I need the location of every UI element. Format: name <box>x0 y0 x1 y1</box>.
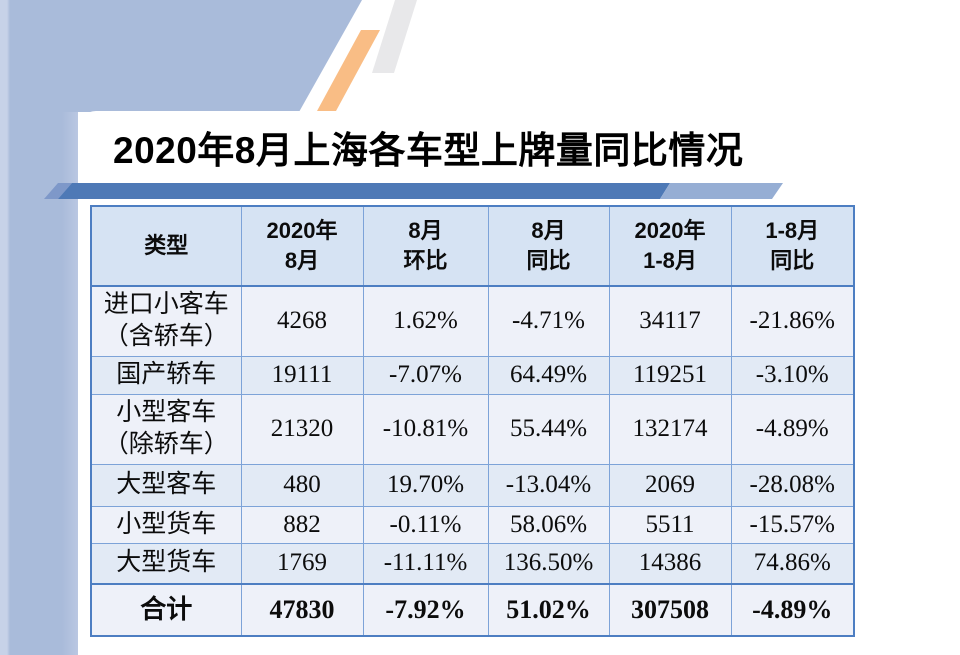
table-cell: 136.50% <box>487 542 610 585</box>
table-cell: 小型货车 <box>90 505 242 544</box>
title-card: 2020年8月上海各车型上牌量同比情况 <box>78 111 805 183</box>
table-cell: 132174 <box>608 393 732 465</box>
table-cell: 21320 <box>240 393 364 465</box>
table-cell: -11.11% <box>362 542 489 585</box>
table-cell: 14386 <box>608 542 732 585</box>
table-cell: -0.11% <box>362 505 489 544</box>
table-cell: 合计 <box>90 583 242 637</box>
left-sidebar <box>0 112 78 655</box>
header-cell-aug-yoy: 8月 同比 <box>487 205 610 287</box>
table-cell: 1769 <box>240 542 364 585</box>
page-title: 2020年8月上海各车型上牌量同比情况 <box>113 130 744 171</box>
table-cell: -10.81% <box>362 393 489 465</box>
table-cell: 大型货车 <box>90 542 242 585</box>
table-cell: 51.02% <box>487 583 610 637</box>
table-cell: 480 <box>240 463 364 507</box>
table-cell: 进口小客车 （含轿车） <box>90 285 242 357</box>
table-cell: -21.86% <box>730 285 855 357</box>
table-cell: -13.04% <box>487 463 610 507</box>
table-row-imported-minibus: 进口小客车 （含轿车） 4268 1.62% -4.71% 34117 -21.… <box>90 285 855 357</box>
table-cell: -15.57% <box>730 505 855 544</box>
table-row-small-bus: 小型客车 （除轿车） 21320 -10.81% 55.44% 132174 -… <box>90 393 855 465</box>
header-cell-jan-aug-yoy: 1-8月 同比 <box>730 205 855 287</box>
table-cell: 小型客车 （除轿车） <box>90 393 242 465</box>
gray-stripe-decoration <box>372 0 417 73</box>
table-cell: 307508 <box>608 583 732 637</box>
table-cell: 19.70% <box>362 463 489 507</box>
table-cell: 国产轿车 <box>90 355 242 395</box>
table-cell: 55.44% <box>487 393 610 465</box>
vehicle-registration-table: 类型 2020年 8月 8月 环比 8月 同比 2020年 1-8月 1-8月 … <box>90 205 855 637</box>
table-cell: 大型客车 <box>90 463 242 507</box>
table-cell: 58.06% <box>487 505 610 544</box>
corner-accent-block <box>0 0 362 112</box>
table-cell: 4268 <box>240 285 364 357</box>
table-cell: 5511 <box>608 505 732 544</box>
table-row-total: 合计 47830 -7.92% 51.02% 307508 -4.89% <box>90 583 855 637</box>
title-underline-tail <box>660 183 783 199</box>
table-cell: -4.89% <box>730 583 855 637</box>
table-cell: 74.86% <box>730 542 855 585</box>
table-row-domestic-sedan: 国产轿车 19111 -7.07% 64.49% 119251 -3.10% <box>90 355 855 395</box>
header-cell-jan-aug-2020: 2020年 1-8月 <box>608 205 732 287</box>
header-cell-aug-mom: 8月 环比 <box>362 205 489 287</box>
table-cell: 19111 <box>240 355 364 395</box>
table-cell: -4.89% <box>730 393 855 465</box>
table-cell: -7.07% <box>362 355 489 395</box>
table-cell: 2069 <box>608 463 732 507</box>
header-cell-aug-2020: 2020年 8月 <box>240 205 364 287</box>
table-cell: 119251 <box>608 355 732 395</box>
table-cell: -28.08% <box>730 463 855 507</box>
header-cell-type: 类型 <box>90 205 242 287</box>
table-row-large-truck: 大型货车 1769 -11.11% 136.50% 14386 74.86% <box>90 542 855 585</box>
table-cell: 1.62% <box>362 285 489 357</box>
table-cell: 34117 <box>608 285 732 357</box>
table-cell: 64.49% <box>487 355 610 395</box>
table-row-large-bus: 大型客车 480 19.70% -13.04% 2069 -28.08% <box>90 463 855 507</box>
table-cell: -3.10% <box>730 355 855 395</box>
table-cell: 882 <box>240 505 364 544</box>
title-underline-bar <box>58 183 670 199</box>
table-header-row: 类型 2020年 8月 8月 环比 8月 同比 2020年 1-8月 1-8月 … <box>90 205 855 287</box>
table-row-small-truck: 小型货车 882 -0.11% 58.06% 5511 -15.57% <box>90 505 855 544</box>
table-cell: -4.71% <box>487 285 610 357</box>
table-cell: 47830 <box>240 583 364 637</box>
table-cell: -7.92% <box>362 583 489 637</box>
